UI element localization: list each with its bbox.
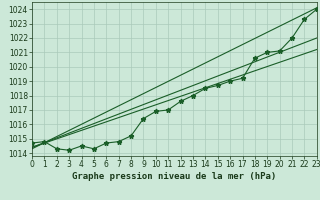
X-axis label: Graphe pression niveau de la mer (hPa): Graphe pression niveau de la mer (hPa): [72, 172, 276, 181]
